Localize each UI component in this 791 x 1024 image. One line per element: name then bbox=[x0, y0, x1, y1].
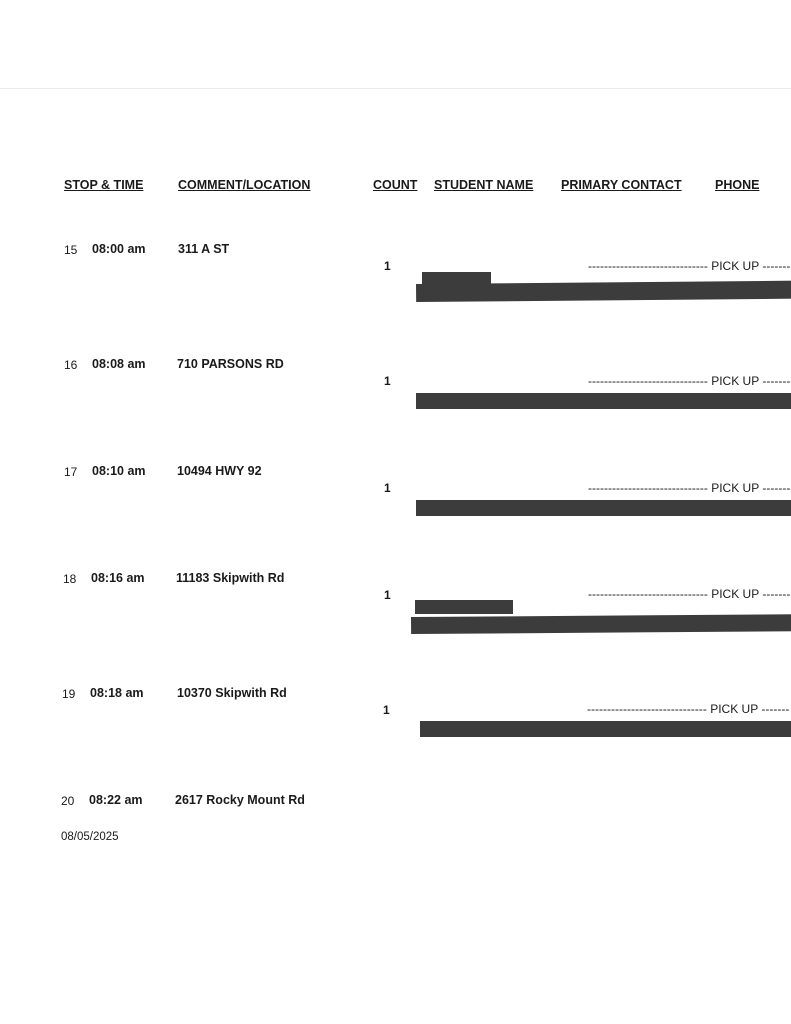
footer-date: 08/05/2025 bbox=[61, 831, 119, 843]
header-stop-time: STOP & TIME bbox=[64, 178, 144, 192]
stop-number: 17 bbox=[64, 465, 78, 479]
stop-location: 311 A ST bbox=[178, 242, 230, 256]
stop-location: 10370 Skipwith Rd bbox=[177, 686, 287, 700]
stop-location: 10494 HWY 92 bbox=[177, 464, 262, 478]
stop-time: 08:16 am bbox=[91, 571, 145, 585]
header-student-name: STUDENT NAME bbox=[434, 178, 534, 192]
stop-time: 08:08 am bbox=[92, 357, 146, 371]
stop-time: 08:10 am bbox=[92, 464, 146, 478]
student-count: 1 bbox=[384, 481, 391, 495]
pickup-label: ------------------------------ PICK UP -… bbox=[588, 587, 791, 601]
stop-location: 710 PARSONS RD bbox=[177, 357, 284, 371]
stop-number: 20 bbox=[61, 794, 75, 808]
stop-number: 18 bbox=[63, 572, 77, 586]
header-comment-location: COMMENT/LOCATION bbox=[178, 178, 311, 192]
stop-location: 2617 Rocky Mount Rd bbox=[175, 793, 305, 807]
redaction-bar bbox=[411, 614, 791, 634]
redaction-bar bbox=[416, 500, 791, 516]
redaction-bar bbox=[415, 600, 513, 614]
redaction-bar bbox=[416, 280, 791, 302]
pickup-label: ------------------------------ PICK UP -… bbox=[588, 374, 791, 388]
redaction-bar bbox=[420, 721, 791, 737]
stop-number: 15 bbox=[64, 243, 78, 257]
pickup-label: ------------------------------ PICK UP -… bbox=[587, 702, 790, 716]
stop-time: 08:18 am bbox=[90, 686, 144, 700]
student-count: 1 bbox=[384, 259, 391, 273]
page-top-edge bbox=[0, 88, 791, 89]
stop-location: 11183 Skipwith Rd bbox=[176, 571, 285, 585]
stop-time: 08:22 am bbox=[89, 793, 143, 807]
stop-number: 19 bbox=[62, 687, 76, 701]
stop-number: 16 bbox=[64, 358, 78, 372]
header-count: COUNT bbox=[373, 178, 418, 192]
redaction-bar bbox=[416, 393, 791, 409]
student-count: 1 bbox=[383, 703, 390, 717]
stop-time: 08:00 am bbox=[92, 242, 146, 256]
pickup-label: ------------------------------ PICK UP -… bbox=[588, 259, 791, 273]
student-count: 1 bbox=[384, 588, 391, 602]
header-primary-contact: PRIMARY CONTACT bbox=[561, 178, 682, 192]
pickup-label: ------------------------------ PICK UP -… bbox=[588, 481, 791, 495]
header-phone: PHONE bbox=[715, 178, 760, 192]
student-count: 1 bbox=[384, 374, 391, 388]
